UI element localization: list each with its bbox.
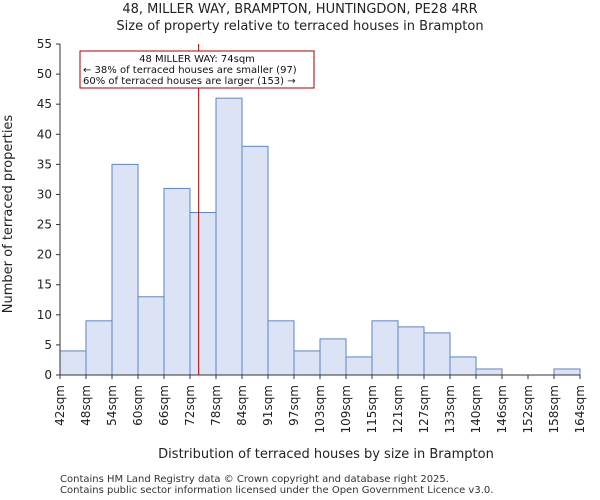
x-tick-label: 158sqm: [547, 385, 561, 433]
x-tick-label: 78sqm: [209, 385, 223, 426]
bar-133sqm: [449, 356, 477, 376]
y-tick-label: 45: [37, 97, 52, 111]
y-tick-label: 20: [37, 248, 52, 262]
y-tick-label: 10: [37, 308, 52, 322]
x-tick-label: 115sqm: [365, 385, 379, 433]
y-tick-label: 30: [37, 187, 52, 201]
bar-103sqm: [319, 338, 347, 376]
bar-54sqm: [111, 163, 139, 376]
y-tick-label: 5: [44, 338, 52, 352]
x-tick-label: 109sqm: [339, 385, 353, 433]
bar-66sqm: [163, 187, 191, 376]
annotation-line-2: ← 38% of terraced houses are smaller (97…: [83, 65, 297, 76]
annotation-line-3: 60% of terraced houses are larger (153) …: [83, 76, 296, 87]
bar-158sqm: [553, 368, 581, 376]
x-tick-label: 133sqm: [443, 385, 457, 433]
x-tick-label: 97sqm: [287, 385, 301, 426]
bar-121sqm: [397, 326, 425, 376]
bars-group: [59, 97, 581, 376]
chart-title: 48, MILLER WAY, BRAMPTON, HUNTINGDON, PE…: [122, 2, 478, 17]
bar-42sqm: [59, 350, 87, 376]
chart-subtitle: Size of property relative to terraced ho…: [116, 19, 484, 34]
x-tick-label: 164sqm: [573, 385, 587, 433]
y-tick-label: 35: [37, 157, 52, 171]
bar-97sqm: [293, 350, 321, 376]
bar-78sqm: [215, 97, 243, 376]
footer-line-2: Contains public sector information licen…: [60, 485, 494, 496]
x-tick-label: 72sqm: [183, 385, 197, 426]
y-tick-label: 40: [37, 127, 52, 141]
x-tick-label: 66sqm: [157, 385, 171, 426]
bar-84sqm: [241, 145, 269, 376]
x-tick-label: 152sqm: [521, 385, 535, 433]
y-tick-label: 55: [37, 37, 52, 51]
ticks-group: 0 5 10 15 20 25 30 35 40 45 50 55 42sqm 48sqm 54sqm 60s…: [37, 37, 587, 433]
x-tick-label: 60sqm: [131, 385, 145, 426]
annotation-box: 48 MILLER WAY: 74sqm ← 38% of terraced h…: [79, 50, 315, 89]
x-tick-label: 84sqm: [235, 385, 249, 426]
bar-140sqm: [475, 368, 503, 376]
bar-91sqm: [267, 320, 295, 376]
bar-115sqm: [371, 320, 399, 376]
x-tick-label: 54sqm: [105, 385, 119, 426]
y-tick-label: 25: [37, 218, 52, 232]
bar-48sqm: [85, 320, 113, 376]
footer-line-1: Contains HM Land Registry data © Crown c…: [60, 474, 449, 485]
x-tick-label: 91sqm: [261, 385, 275, 426]
bar-60sqm: [137, 296, 165, 376]
y-axis-label: Number of terraced properties: [1, 115, 16, 314]
y-tick-label: 50: [37, 67, 52, 81]
x-tick-label: 48sqm: [79, 385, 93, 426]
x-tick-label: 146sqm: [495, 385, 509, 433]
bar-109sqm: [345, 356, 373, 376]
x-tick-label: 42sqm: [53, 385, 67, 426]
y-tick-label: 0: [44, 368, 52, 382]
x-tick-label: 140sqm: [469, 385, 483, 433]
annotation-line-1: 48 MILLER WAY: 74sqm: [139, 54, 255, 65]
y-tick-label: 15: [37, 278, 52, 292]
x-tick-label: 127sqm: [417, 385, 431, 433]
histogram-chart: 0 5 10 15 20 25 30 35 40 45 50 55 42sqm 48sqm 54sqm 60s…: [1, 37, 587, 462]
bar-127sqm: [423, 332, 451, 376]
x-tick-label: 103sqm: [313, 385, 327, 433]
bar-72sqm: [189, 212, 217, 376]
x-axis-label: Distribution of terraced houses by size …: [158, 447, 494, 462]
x-tick-label: 121sqm: [391, 385, 405, 433]
